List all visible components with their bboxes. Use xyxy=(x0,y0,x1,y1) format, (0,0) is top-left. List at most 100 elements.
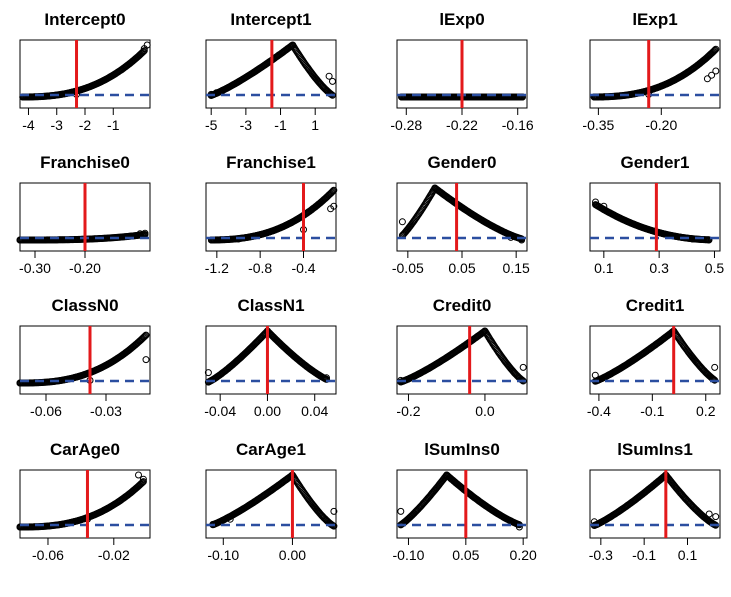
panel-Gender1: Gender1 0.1 0.3 0.5 xyxy=(589,153,725,276)
panel-lSumIns1: lSumIns1 -0.3 -0.1 0.1 xyxy=(589,440,721,563)
x-tick-label: -0.30 xyxy=(19,260,51,276)
x-tick-label: 0.5 xyxy=(705,260,725,276)
data-point xyxy=(431,184,439,192)
data-point xyxy=(139,48,147,56)
data-point xyxy=(328,188,336,196)
panel-title: Credit0 xyxy=(433,296,492,315)
x-tick-label: -0.35 xyxy=(582,117,614,133)
data-point xyxy=(703,75,711,83)
x-tick-label: -0.1 xyxy=(640,403,664,419)
x-tick-label: -0.3 xyxy=(589,547,613,563)
x-tick-label: 0.20 xyxy=(510,547,537,563)
data-point xyxy=(709,48,717,56)
data-point xyxy=(138,479,146,487)
data-point xyxy=(139,475,147,483)
x-tick-label: -4 xyxy=(22,117,35,133)
plot-frame xyxy=(19,325,151,395)
data-point xyxy=(329,187,337,195)
data-point xyxy=(711,46,719,54)
panel-Intercept0: Intercept0 -4 -3 -2 -1 xyxy=(19,10,151,133)
data-point xyxy=(712,67,720,75)
panel-title: lSumIns0 xyxy=(424,440,500,459)
x-tick-label: 0.05 xyxy=(452,547,479,563)
x-tick-label: -0.28 xyxy=(390,117,422,133)
data-point xyxy=(135,471,142,479)
data-point xyxy=(212,89,220,97)
x-tick-label: -0.10 xyxy=(207,547,239,563)
panel-title: CarAge0 xyxy=(50,440,120,459)
data-point xyxy=(592,198,599,206)
data-point xyxy=(204,369,212,377)
panel-title: Franchise0 xyxy=(40,153,130,172)
x-tick-label: -0.06 xyxy=(30,403,62,419)
panel-title: lSumIns1 xyxy=(617,440,693,459)
panel-title: Gender1 xyxy=(621,153,690,172)
data-point xyxy=(600,202,608,210)
x-tick-label: 0.04 xyxy=(301,403,328,419)
panel-CarAge0: CarAge0 -0.06 -0.02 xyxy=(16,440,151,563)
data-point xyxy=(330,202,338,210)
panel-lSumIns0: lSumIns0 -0.10 0.05 0.20 xyxy=(393,440,538,563)
data-point xyxy=(139,478,147,486)
data-point xyxy=(481,327,489,335)
x-tick-label: -2 xyxy=(79,117,92,133)
data-point xyxy=(325,72,333,80)
panel-title: ClassN0 xyxy=(51,296,118,315)
x-tick-label: -1.2 xyxy=(205,260,229,276)
data-point xyxy=(712,45,720,53)
x-tick-label: 0.3 xyxy=(649,260,669,276)
data-point xyxy=(443,471,451,479)
plot-frame xyxy=(589,39,721,109)
panel-lExp0: lExp0 -0.28 -0.22 -0.16 xyxy=(390,10,534,133)
plot-frame xyxy=(205,469,337,539)
panel-Franchise1: Franchise1 -1.2 -0.8 -0.4 xyxy=(205,153,338,276)
x-tick-label: 0.00 xyxy=(254,403,281,419)
data-point xyxy=(142,356,150,364)
data-point xyxy=(398,218,406,226)
panel-Gender0: Gender0 -0.05 0.05 0.15 xyxy=(392,153,530,276)
panel-title: lExp1 xyxy=(632,10,677,29)
data-point xyxy=(140,45,148,53)
data-point xyxy=(712,513,720,521)
data-point xyxy=(710,376,718,384)
data-point xyxy=(330,507,338,515)
panel-title: CarAge1 xyxy=(236,440,306,459)
data-point xyxy=(599,93,607,101)
plot-frame xyxy=(205,325,337,395)
panel-ClassN0: ClassN0 -0.06 -0.03 xyxy=(16,296,151,419)
x-tick-label: 0.0 xyxy=(475,403,495,419)
x-tick-label: 0.15 xyxy=(503,260,530,276)
x-tick-label: -0.2 xyxy=(396,403,420,419)
plot-frame xyxy=(396,469,528,539)
plot-frame xyxy=(396,325,528,395)
data-point xyxy=(226,515,234,523)
x-tick-label: -0.4 xyxy=(587,403,611,419)
panel-Intercept1: Intercept1 -5 -3 -1 1 xyxy=(205,10,337,133)
data-point xyxy=(708,71,716,79)
plot-frame xyxy=(19,469,151,539)
x-tick-label: -0.22 xyxy=(446,117,478,133)
x-tick-label: 0.1 xyxy=(594,260,614,276)
data-point xyxy=(139,478,147,486)
x-tick-label: -5 xyxy=(205,117,218,133)
data-point xyxy=(140,48,147,55)
panel-lExp1: lExp1 -0.35 -0.20 xyxy=(582,10,721,133)
panel-Credit1: Credit1 -0.4 -0.1 0.2 xyxy=(587,296,721,419)
data-point xyxy=(329,77,336,85)
data-point xyxy=(289,41,297,49)
x-tick-label: -0.16 xyxy=(502,117,534,133)
x-tick-label: -0.20 xyxy=(645,117,677,133)
panel-title: Credit1 xyxy=(626,296,685,315)
data-point xyxy=(140,333,148,341)
x-tick-label: -0.06 xyxy=(32,547,64,563)
x-tick-label: 0.00 xyxy=(279,547,306,563)
plot-frame xyxy=(205,182,337,252)
data-point xyxy=(705,236,713,244)
data-point xyxy=(141,332,149,340)
panel-title: ClassN1 xyxy=(237,296,304,315)
data-point xyxy=(140,47,148,55)
x-tick-label: -0.05 xyxy=(392,260,424,276)
data-point xyxy=(519,363,527,371)
x-tick-label: -0.8 xyxy=(248,260,272,276)
